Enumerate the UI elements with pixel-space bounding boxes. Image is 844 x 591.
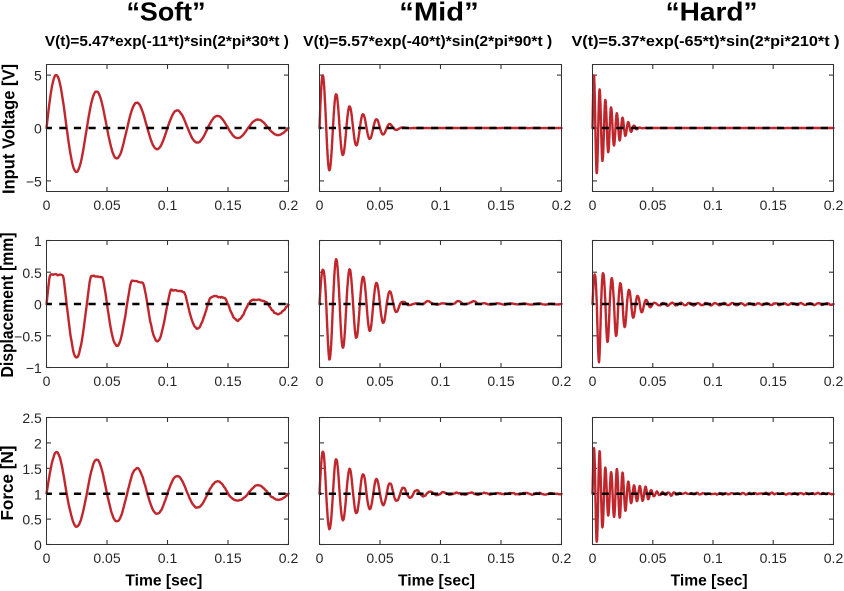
svg-text:1: 1 xyxy=(34,233,42,249)
svg-text:0: 0 xyxy=(43,550,51,566)
svg-text:0.1: 0.1 xyxy=(703,550,723,566)
svg-text:0.1: 0.1 xyxy=(703,197,723,213)
svg-text:0: 0 xyxy=(34,537,42,553)
svg-text:“Soft”: “Soft” xyxy=(127,0,206,27)
svg-text:0.1: 0.1 xyxy=(158,373,178,389)
svg-text:0.05: 0.05 xyxy=(366,550,393,566)
svg-text:0.05: 0.05 xyxy=(93,550,120,566)
svg-text:2: 2 xyxy=(34,436,42,452)
svg-text:V(t)=5.57*exp(-40*t)*sin(2*pi*: V(t)=5.57*exp(-40*t)*sin(2*pi*90*t ) xyxy=(303,33,552,50)
svg-text:0.05: 0.05 xyxy=(93,197,120,213)
svg-text:0.2: 0.2 xyxy=(279,550,299,566)
svg-text:Time [sec]: Time [sec] xyxy=(398,573,475,590)
svg-text:0.1: 0.1 xyxy=(158,550,178,566)
svg-text:0: 0 xyxy=(43,197,51,213)
svg-text:0.15: 0.15 xyxy=(760,550,787,566)
svg-text:0: 0 xyxy=(43,373,51,389)
svg-text:0.15: 0.15 xyxy=(214,373,241,389)
svg-text:Input Voltage [V]: Input Voltage [V] xyxy=(0,64,19,194)
svg-text:0.15: 0.15 xyxy=(214,550,241,566)
svg-text:“Hard”: “Hard” xyxy=(666,0,758,27)
svg-text:0.05: 0.05 xyxy=(639,197,666,213)
svg-text:0: 0 xyxy=(316,550,324,566)
svg-text:0.15: 0.15 xyxy=(760,197,787,213)
svg-text:2.5: 2.5 xyxy=(22,410,42,426)
svg-text:5: 5 xyxy=(34,68,42,84)
svg-text:0.05: 0.05 xyxy=(93,373,120,389)
svg-text:−1: −1 xyxy=(26,360,42,376)
svg-text:0.05: 0.05 xyxy=(366,373,393,389)
svg-text:0.05: 0.05 xyxy=(639,550,666,566)
svg-text:0.05: 0.05 xyxy=(639,373,666,389)
svg-text:0: 0 xyxy=(316,197,324,213)
svg-text:0: 0 xyxy=(316,373,324,389)
svg-text:1.5: 1.5 xyxy=(22,461,42,477)
svg-text:Force [N]: Force [N] xyxy=(0,446,17,521)
svg-text:1: 1 xyxy=(34,486,42,502)
svg-text:0.2: 0.2 xyxy=(552,550,572,566)
svg-text:0.2: 0.2 xyxy=(824,373,844,389)
svg-text:0.1: 0.1 xyxy=(703,373,723,389)
svg-text:0.2: 0.2 xyxy=(279,197,299,213)
svg-text:0.15: 0.15 xyxy=(760,373,787,389)
svg-text:0.5: 0.5 xyxy=(22,265,42,281)
svg-text:0.15: 0.15 xyxy=(487,197,514,213)
svg-text:−5: −5 xyxy=(26,174,42,190)
svg-text:0: 0 xyxy=(589,373,597,389)
svg-text:0.1: 0.1 xyxy=(431,197,451,213)
svg-text:Time [sec]: Time [sec] xyxy=(671,573,748,590)
svg-text:V(t)=5.47*exp(-11*t)*sin(2*pi*: V(t)=5.47*exp(-11*t)*sin(2*pi*30*t ) xyxy=(45,33,289,50)
svg-text:0.15: 0.15 xyxy=(487,550,514,566)
svg-text:0.5: 0.5 xyxy=(22,512,42,528)
svg-text:0.1: 0.1 xyxy=(431,373,451,389)
svg-text:0.2: 0.2 xyxy=(824,197,844,213)
svg-text:0: 0 xyxy=(589,197,597,213)
svg-text:0.2: 0.2 xyxy=(552,373,572,389)
svg-text:0.1: 0.1 xyxy=(431,550,451,566)
svg-text:0: 0 xyxy=(34,121,42,137)
svg-text:0: 0 xyxy=(589,550,597,566)
svg-text:0: 0 xyxy=(34,297,42,313)
svg-text:“Mid”: “Mid” xyxy=(399,0,478,27)
svg-text:0.2: 0.2 xyxy=(552,197,572,213)
svg-text:0.15: 0.15 xyxy=(214,197,241,213)
svg-text:Displacement [mm]: Displacement [mm] xyxy=(0,233,17,378)
svg-text:0.15: 0.15 xyxy=(487,373,514,389)
svg-text:0.1: 0.1 xyxy=(158,197,178,213)
svg-text:Time [sec]: Time [sec] xyxy=(125,573,202,590)
svg-text:V(t)=5.37*exp(-65*t)*sin(2*pi*: V(t)=5.37*exp(-65*t)*sin(2*pi*210*t ) xyxy=(572,33,840,50)
svg-text:0.05: 0.05 xyxy=(366,197,393,213)
svg-text:0.2: 0.2 xyxy=(824,550,844,566)
svg-text:−0.5: −0.5 xyxy=(14,328,42,344)
svg-text:0.2: 0.2 xyxy=(279,373,299,389)
